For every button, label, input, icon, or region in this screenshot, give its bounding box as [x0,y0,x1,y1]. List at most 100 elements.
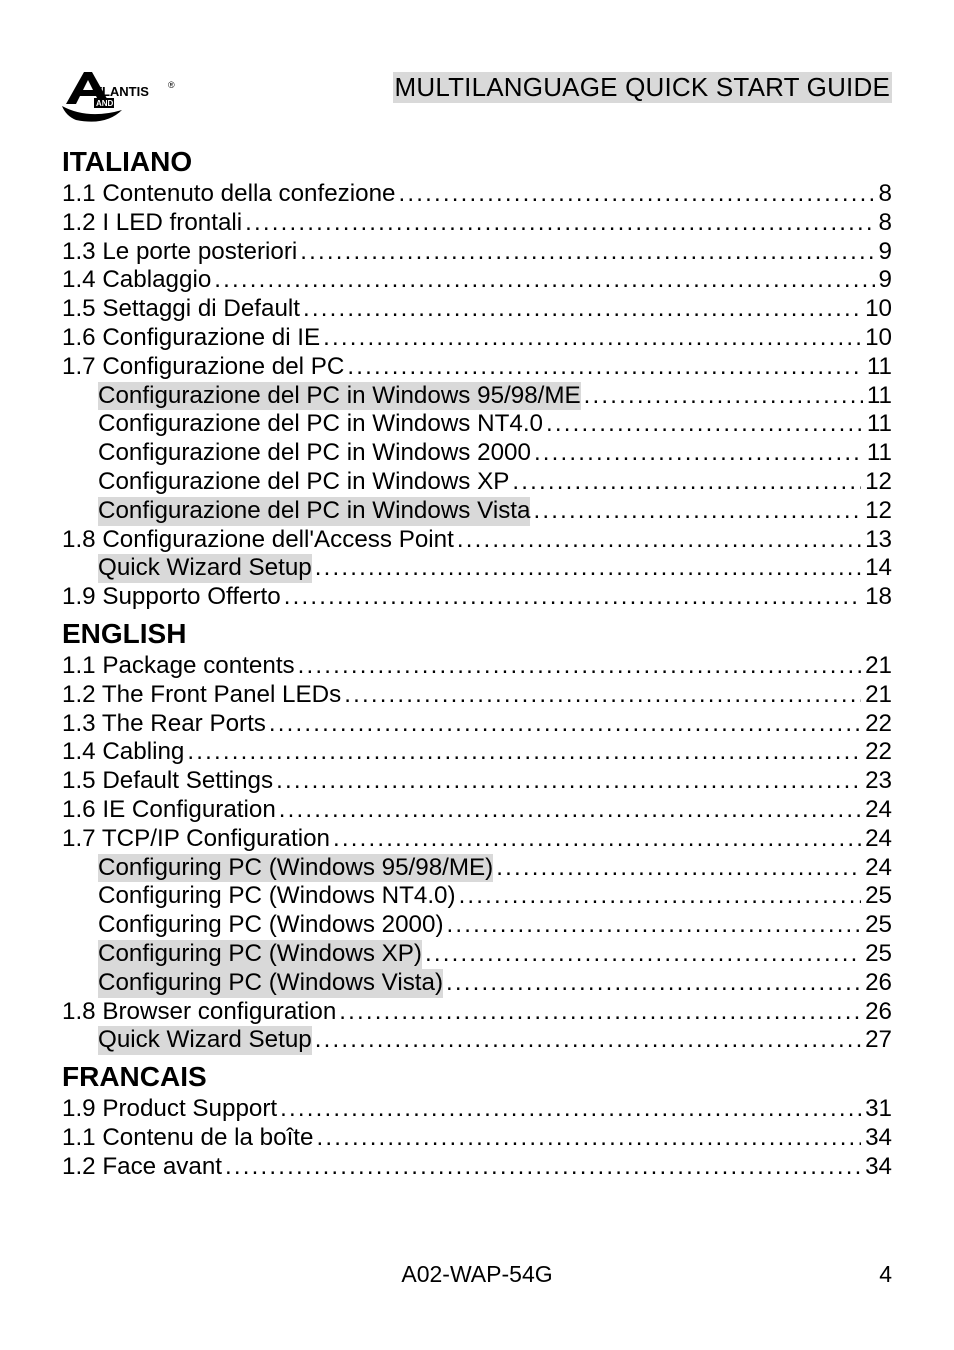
toc-entry-label: Configuring PC (Windows NT4.0) [98,882,456,911]
toc-entry[interactable]: 1.9 Supporto Offerto 18 [62,583,892,612]
toc-entry-label: 1.4 Cabling [62,738,184,767]
toc-dot-leader [211,266,874,295]
toc-dot-leader [543,410,863,439]
toc-entry-page: 10 [861,295,892,324]
table-of-contents: ITALIANO1.1 Contenuto della confezione 8… [62,146,892,1182]
toc-entry[interactable]: Quick Wizard Setup 14 [62,554,892,583]
toc-entry-label: 1.1 Contenuto della confezione [62,180,396,209]
toc-entry[interactable]: 1.1 Package contents 21 [62,652,892,681]
toc-entry-label: 1.7 Configurazione del PC [62,353,344,382]
toc-dot-leader [281,583,861,612]
toc-entry-page: 9 [875,266,892,295]
toc-entry[interactable]: 1.6 Configurazione di IE 10 [62,324,892,353]
toc-entry[interactable]: Configurazione del PC in Windows XP 12 [62,468,892,497]
toc-entry-label: Configurazione del PC in Windows NT4.0 [98,410,543,439]
footer-doc-id: A02-WAP-54G [401,1261,552,1288]
toc-entry-page: 21 [861,652,892,681]
toc-entry-page: 11 [863,410,892,439]
toc-dot-leader [530,497,861,526]
toc-entry[interactable]: 1.8 Configurazione dell'Access Point 13 [62,526,892,555]
section-heading: ENGLISH [62,618,892,650]
toc-entry-label: 1.3 Le porte posteriori [62,238,297,267]
toc-dot-leader [266,710,861,739]
toc-entry-page: 22 [861,738,892,767]
toc-dot-leader [312,1026,861,1055]
toc-entry[interactable]: 1.4 Cablaggio 9 [62,266,892,295]
toc-entry[interactable]: 1.2 The Front Panel LEDs 21 [62,681,892,710]
toc-entry[interactable]: Configuring PC (Windows Vista) 26 [62,969,892,998]
toc-entry[interactable]: 1.8 Browser configuration 26 [62,998,892,1027]
toc-entry-page: 34 [861,1124,892,1153]
toc-entry[interactable]: 1.4 Cabling 22 [62,738,892,767]
toc-entry-label: 1.5 Settaggi di Default [62,295,300,324]
toc-entry[interactable]: Quick Wizard Setup 27 [62,1026,892,1055]
toc-entry-label: Configurazione del PC in Windows 2000 [98,439,531,468]
logo-brand-text: TLANTIS [94,84,149,99]
toc-entry-label: 1.7 TCP/IP Configuration [62,825,330,854]
toc-entry-page: 9 [875,238,892,267]
toc-entry-label: 1.1 Package contents [62,652,295,681]
toc-entry[interactable]: Configuring PC (Windows XP) 25 [62,940,892,969]
toc-entry-label: Configurazione del PC in Windows 95/98/M… [98,382,581,411]
toc-entry[interactable]: 1.1 Contenuto della confezione 8 [62,180,892,209]
toc-dot-leader [456,882,862,911]
toc-entry[interactable]: 1.5 Settaggi di Default 10 [62,295,892,324]
logo-sub-text: AND [96,99,114,108]
toc-entry-page: 10 [861,324,892,353]
toc-entry[interactable]: Configurazione del PC in Windows 2000 11 [62,439,892,468]
toc-entry-label: Configuring PC (Windows Vista) [98,969,443,998]
toc-dot-leader [222,1153,861,1182]
toc-dot-leader [242,209,874,238]
toc-entry[interactable]: Configuring PC (Windows NT4.0) 25 [62,882,892,911]
toc-entry[interactable]: 1.5 Default Settings 23 [62,767,892,796]
toc-entry-page: 34 [861,1153,892,1182]
toc-dot-leader [454,526,861,555]
toc-entry[interactable]: 1.1 Contenu de la boîte 34 [62,1124,892,1153]
toc-entry-page: 24 [861,825,892,854]
toc-dot-leader [531,439,863,468]
toc-entry-page: 11 [863,353,892,382]
toc-entry[interactable]: 1.3 The Rear Ports 22 [62,710,892,739]
toc-entry-label: 1.8 Browser configuration [62,998,336,1027]
toc-entry-label: 1.1 Contenu de la boîte [62,1124,313,1153]
toc-entry-label: 1.2 Face avant [62,1153,222,1182]
toc-section: 1.9 Product Support 311.1 Contenu de la … [62,1095,892,1181]
toc-dot-leader [312,554,861,583]
toc-section: 1.1 Contenuto della confezione 81.2 I LE… [62,180,892,612]
toc-entry[interactable]: 1.7 TCP/IP Configuration 24 [62,825,892,854]
toc-dot-leader [336,998,861,1027]
svg-text:®: ® [168,80,175,90]
toc-dot-leader [277,1095,861,1124]
toc-entry-label: 1.8 Configurazione dell'Access Point [62,526,454,555]
toc-entry[interactable]: Configuring PC (Windows 2000) 25 [62,911,892,940]
toc-entry-label: 1.4 Cablaggio [62,266,211,295]
toc-entry-label: Configurazione del PC in Windows XP [98,468,509,497]
toc-entry[interactable]: 1.9 Product Support 31 [62,1095,892,1124]
toc-dot-leader [581,382,863,411]
toc-entry[interactable]: Configurazione del PC in Windows NT4.0 1… [62,410,892,439]
toc-dot-leader [444,911,862,940]
toc-entry-label: Configuring PC (Windows 2000) [98,911,444,940]
toc-entry-page: 21 [861,681,892,710]
toc-entry-label: 1.6 Configurazione di IE [62,324,320,353]
toc-dot-leader [273,767,861,796]
brand-logo-svg: TLANTIS ® AND [62,70,182,132]
toc-entry[interactable]: 1.2 I LED frontali 8 [62,209,892,238]
toc-entry[interactable]: 1.7 Configurazione del PC 11 [62,353,892,382]
toc-entry-label: 1.5 Default Settings [62,767,273,796]
section-heading: FRANCAIS [62,1061,892,1093]
section-heading: ITALIANO [62,146,892,178]
toc-entry-page: 18 [861,583,892,612]
toc-entry[interactable]: Configuring PC (Windows 95/98/ME) 24 [62,854,892,883]
toc-entry[interactable]: 1.3 Le porte posteriori 9 [62,238,892,267]
toc-entry[interactable]: Configurazione del PC in Windows Vista 1… [62,497,892,526]
toc-entry[interactable]: 1.6 IE Configuration 24 [62,796,892,825]
toc-entry-page: 11 [863,382,892,411]
toc-entry-page: 27 [861,1026,892,1055]
toc-entry-page: 23 [861,767,892,796]
toc-dot-leader [320,324,861,353]
toc-entry[interactable]: 1.2 Face avant 34 [62,1153,892,1182]
footer-page-number: 4 [879,1261,892,1288]
toc-entry-page: 12 [861,497,892,526]
toc-entry[interactable]: Configurazione del PC in Windows 95/98/M… [62,382,892,411]
